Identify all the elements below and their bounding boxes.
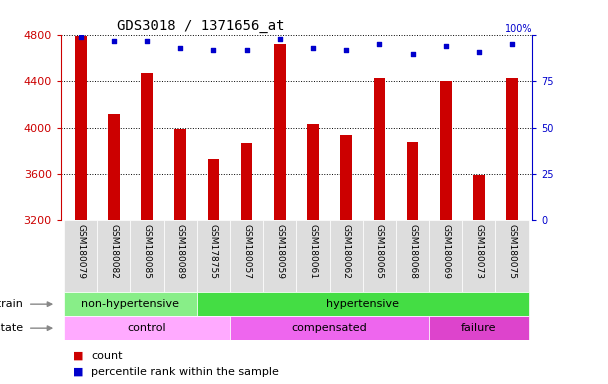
Text: ■: ■ [73, 351, 83, 361]
Point [242, 47, 252, 53]
Point [375, 41, 384, 48]
Text: GSM180082: GSM180082 [109, 224, 119, 279]
Text: 100%: 100% [505, 24, 532, 34]
Point [507, 41, 517, 48]
Bar [131, 220, 164, 292]
Bar [108, 114, 120, 220]
Bar [473, 175, 485, 220]
Bar [296, 220, 330, 292]
Text: count: count [91, 351, 123, 361]
Bar [230, 220, 263, 292]
Point [175, 45, 185, 51]
Text: control: control [128, 323, 167, 333]
Bar [230, 316, 429, 340]
Text: GSM180068: GSM180068 [408, 224, 417, 279]
Bar [197, 220, 230, 292]
Bar [429, 220, 462, 292]
Bar [396, 220, 429, 292]
Text: GSM180057: GSM180057 [242, 224, 251, 279]
Bar [330, 220, 363, 292]
Text: strain: strain [0, 299, 23, 309]
Text: GSM178755: GSM178755 [209, 224, 218, 279]
Bar [64, 220, 97, 292]
Text: percentile rank within the sample: percentile rank within the sample [91, 367, 279, 377]
Point [76, 34, 86, 40]
Bar [307, 124, 319, 220]
Point [408, 51, 418, 57]
Text: GSM180061: GSM180061 [308, 224, 317, 279]
Point [308, 45, 318, 51]
Text: GSM180079: GSM180079 [76, 224, 85, 279]
Bar [274, 45, 286, 220]
Bar [97, 220, 131, 292]
Text: non-hypertensive: non-hypertensive [81, 299, 179, 309]
Bar [263, 220, 296, 292]
Bar [496, 220, 529, 292]
Text: ■: ■ [73, 367, 83, 377]
Text: GSM180085: GSM180085 [143, 224, 151, 279]
Text: compensated: compensated [292, 323, 367, 333]
Bar [373, 78, 385, 220]
Point [209, 47, 218, 53]
Text: GSM180059: GSM180059 [275, 224, 285, 279]
Text: GSM180089: GSM180089 [176, 224, 185, 279]
Point [441, 43, 451, 49]
Bar [208, 159, 219, 220]
Text: GSM180073: GSM180073 [474, 224, 483, 279]
Point [275, 36, 285, 42]
Bar [75, 36, 86, 220]
Bar [340, 135, 352, 220]
Bar [429, 316, 529, 340]
Bar [64, 316, 230, 340]
Bar [407, 142, 418, 220]
Text: hypertensive: hypertensive [326, 299, 399, 309]
Text: GSM180069: GSM180069 [441, 224, 450, 279]
Bar [174, 129, 186, 220]
Bar [440, 81, 452, 220]
Text: failure: failure [461, 323, 497, 333]
Bar [164, 220, 197, 292]
Bar [64, 292, 197, 316]
Text: GSM180065: GSM180065 [375, 224, 384, 279]
Point [474, 49, 484, 55]
Point [109, 38, 119, 44]
Bar [462, 220, 496, 292]
Text: disease state: disease state [0, 323, 23, 333]
Text: GSM180062: GSM180062 [342, 224, 351, 279]
Text: GDS3018 / 1371656_at: GDS3018 / 1371656_at [117, 19, 285, 33]
Point [142, 38, 152, 44]
Bar [506, 78, 518, 220]
Text: GSM180075: GSM180075 [508, 224, 517, 279]
Point [341, 47, 351, 53]
Bar [197, 292, 529, 316]
Bar [141, 73, 153, 220]
Bar [363, 220, 396, 292]
Bar [241, 143, 252, 220]
